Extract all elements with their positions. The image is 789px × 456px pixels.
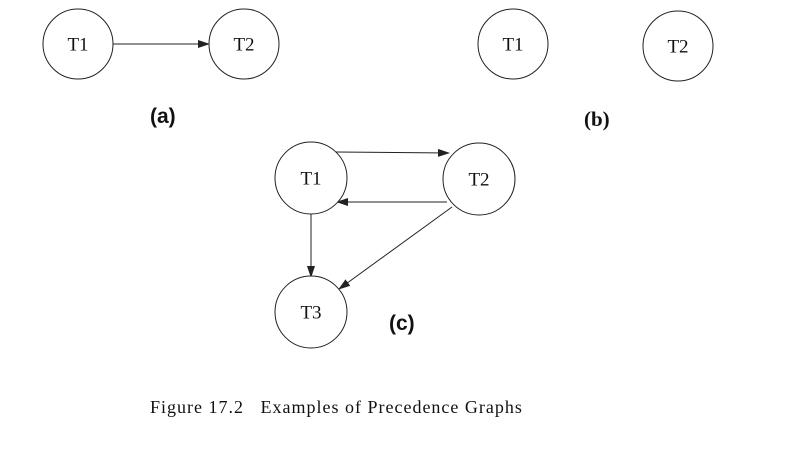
node-c-t1: T1 (274, 141, 348, 215)
panel-b: T1 T2 (b) (477, 8, 714, 131)
node-b-t2-label: T2 (667, 37, 688, 58)
node-c-t3-label: T3 (300, 303, 321, 324)
node-b-t1: T1 (477, 8, 549, 80)
node-b-t1-label: T1 (502, 35, 523, 56)
panel-b-label: (b) (584, 107, 610, 131)
panel-c: T1 T2 T3 (c) (274, 141, 516, 349)
node-a-t2: T2 (208, 8, 280, 80)
node-a-t2-label: T2 (233, 35, 254, 56)
edge-c-t2-t3 (338, 206, 453, 290)
figure-caption: Figure 17.2 Examples of Precedence Graph… (150, 397, 523, 417)
panel-c-label: (c) (389, 312, 415, 335)
node-c-t1-label: T1 (300, 169, 321, 190)
node-a-t1-label: T1 (67, 35, 88, 56)
edge-c-t1-t2 (335, 148, 450, 157)
node-c-t3: T3 (274, 275, 348, 349)
node-b-t2: T2 (642, 10, 714, 82)
panel-a: T1 T2 (a) (42, 8, 280, 128)
node-c-t2-label: T2 (468, 170, 489, 191)
node-a-t1: T1 (42, 8, 114, 80)
panel-a-label: (a) (150, 105, 176, 128)
node-c-t2: T2 (442, 142, 516, 216)
